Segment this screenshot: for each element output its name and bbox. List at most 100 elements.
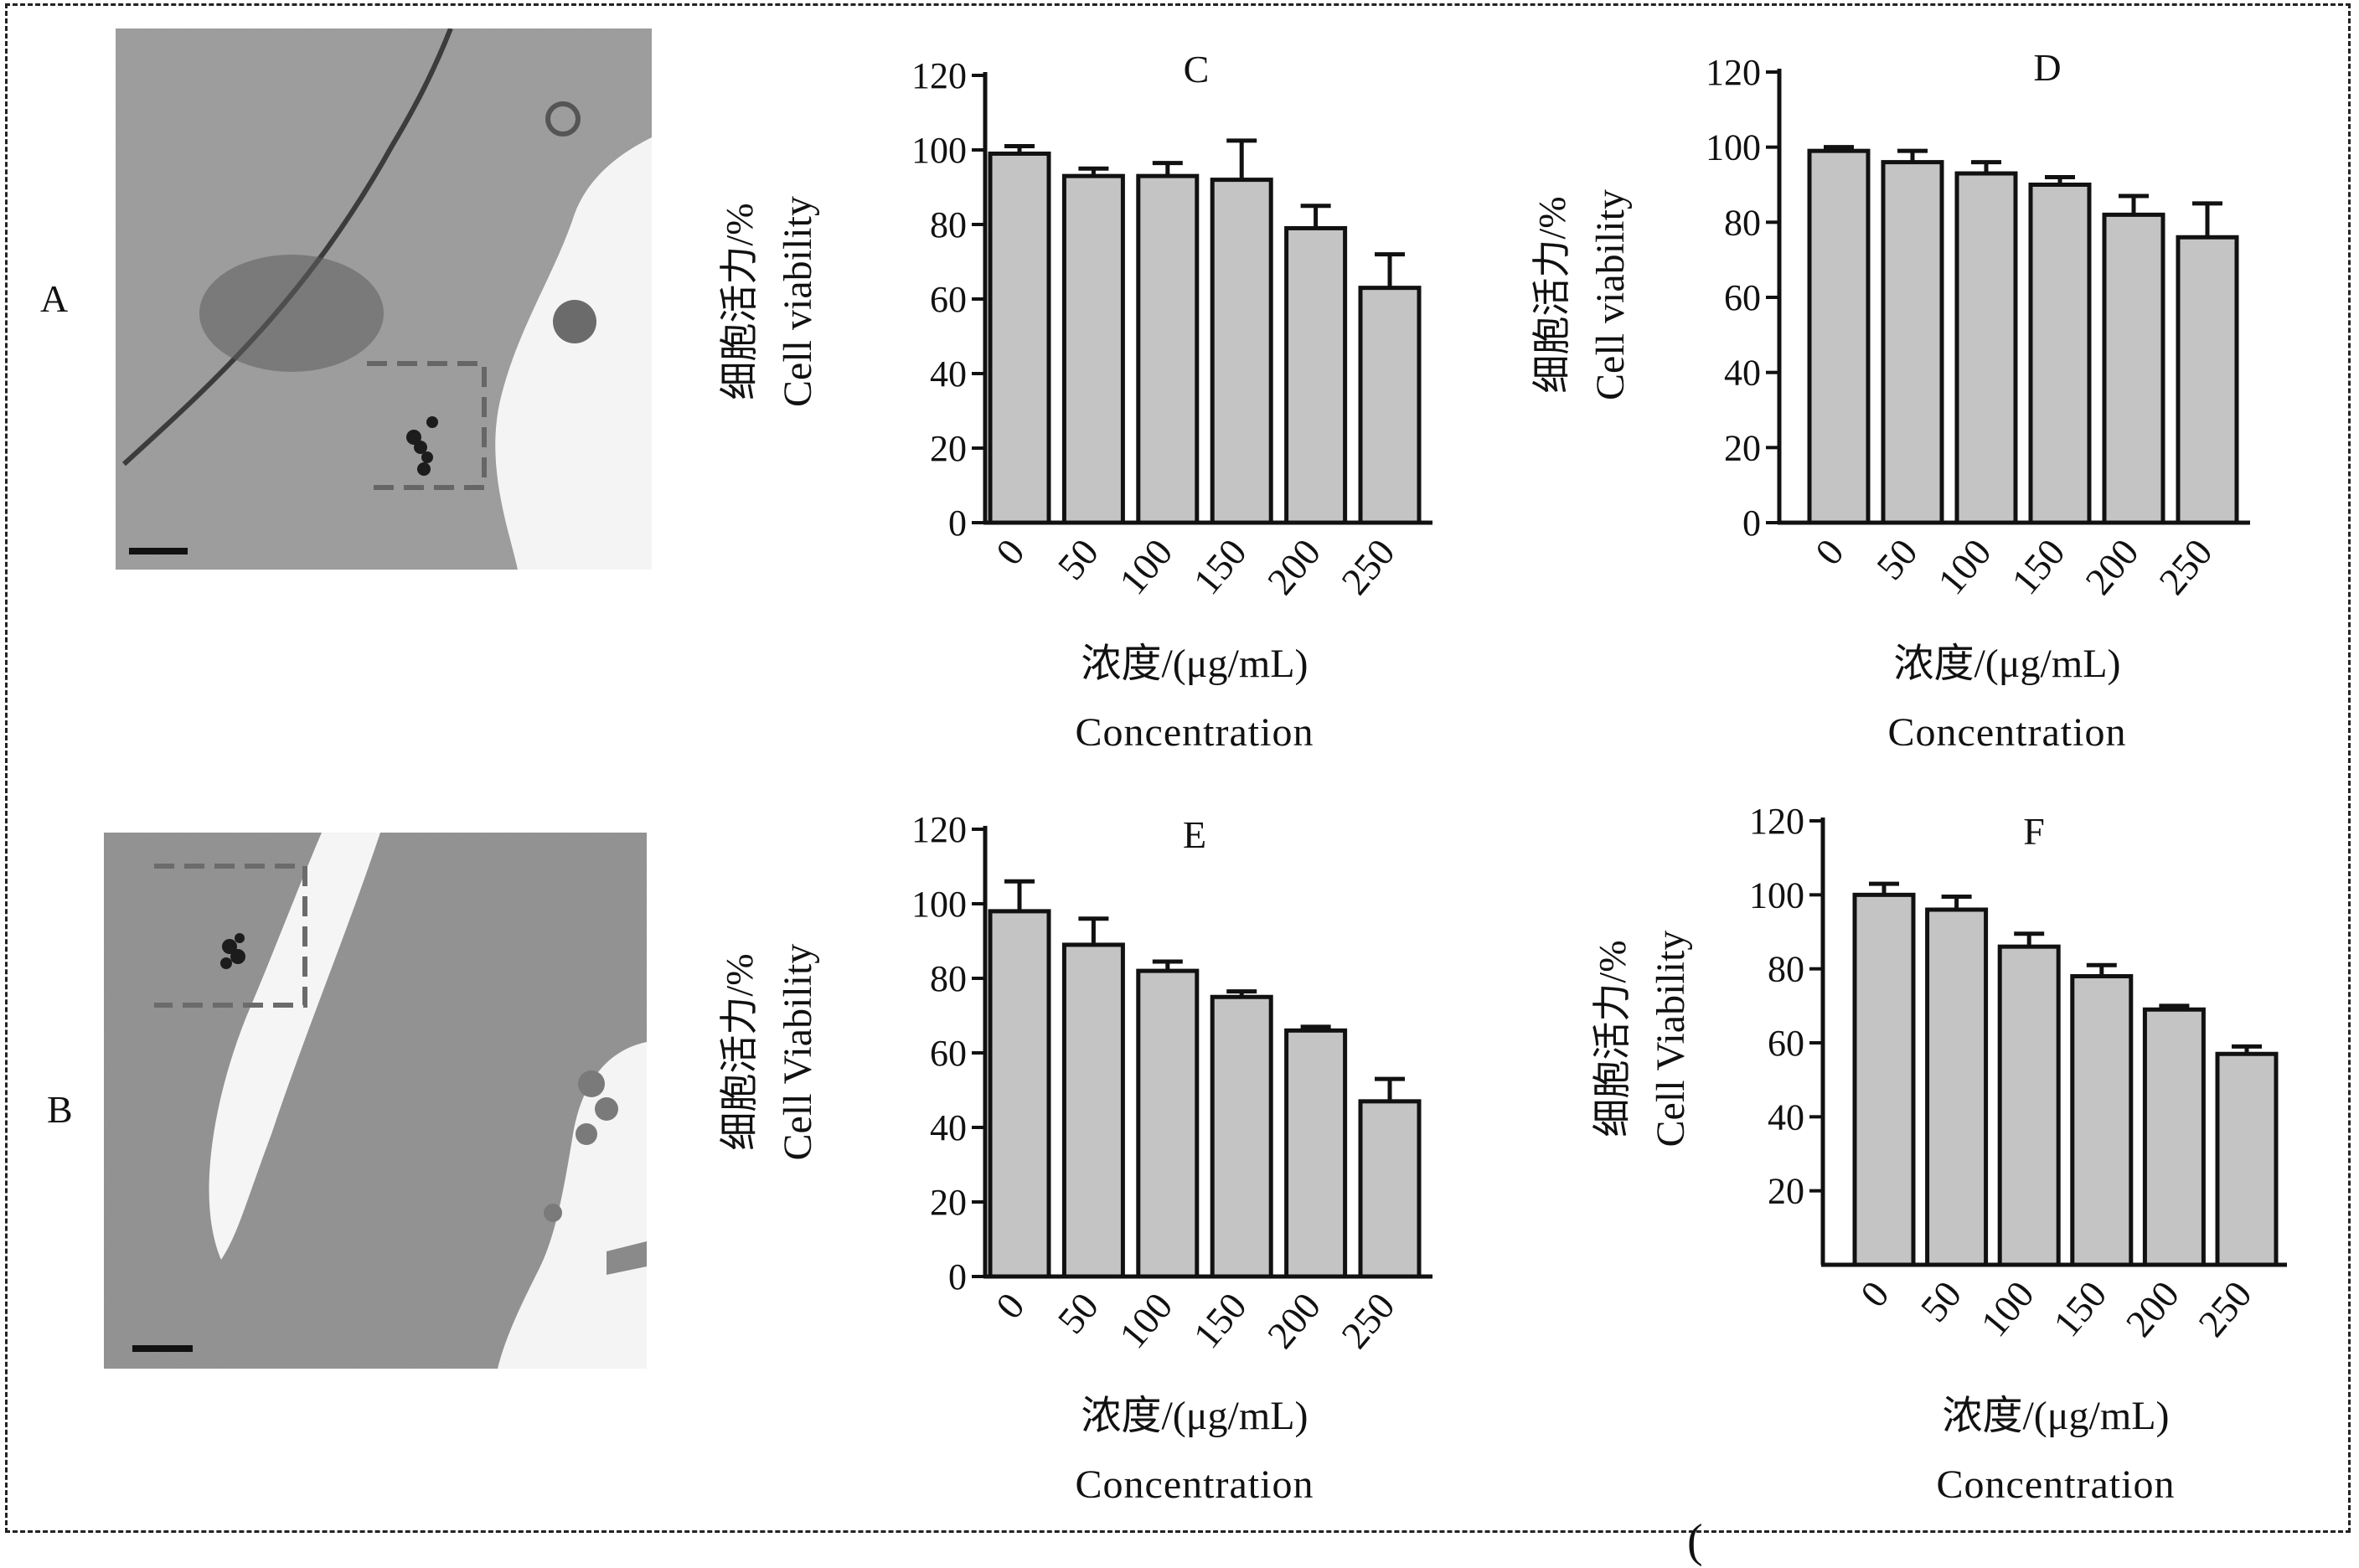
chart-c-xtick-label: 150 [1185,531,1254,603]
chart-c-ytick-label: 60 [930,279,967,320]
chart-c-ytick-label: 0 [948,503,967,544]
chart-c-xtick-label: 50 [1049,531,1107,588]
chart-c-ytick-label: 40 [930,353,967,395]
chart-f-xtick-label: 150 [2045,1273,2114,1345]
chart-e-ytick-label: 0 [948,1256,967,1297]
chart-e-xtick-label: 150 [1185,1285,1254,1357]
chart-d-xtick-label: 100 [1929,531,1999,603]
chart-d-ytick-label: 40 [1724,353,1761,394]
chart-d-ytick-label: 80 [1724,202,1761,243]
chart-f-ytick-label: 80 [1768,949,1804,990]
chart-e-ylabel-en: Cell Viability [776,944,820,1161]
stray-paren: ( [1687,1515,1703,1567]
chart-f-ylabel-en: Cell Viability [1649,931,1693,1148]
chart-d-xtick-label: 250 [2150,531,2220,603]
chart-c-ytick-label: 120 [911,55,967,96]
chart-d-ylabel-en: Cell viability [1588,189,1633,400]
chart-d-xtick-label: 0 [1807,531,1852,573]
chart-e-bar [988,909,1051,1279]
chart-f-ytick-label: 120 [1749,801,1804,842]
chart-f-xtick-label: 100 [1972,1273,2042,1345]
micrograph-b [104,833,647,1369]
chart-c-xtick-label: 200 [1259,531,1329,603]
chart-f-xlabel-en: Concentration [1937,1462,2176,1507]
chart-d-xtick-label: 200 [2077,531,2146,603]
chart-c-bar [1284,225,1348,525]
chart-e-ytick-label: 100 [911,884,967,925]
chart-f-ytick-label: 20 [1768,1171,1804,1212]
chart-c-xlabel-en: Concentration [1076,710,1314,755]
chart-e-bar [1210,994,1273,1279]
chart-d-xtick-label: 150 [2003,531,2073,603]
panel-label-a: A [40,277,69,320]
chart-e-title: E [1183,813,1206,856]
chart-f-bar [2142,1007,2206,1267]
chart-e-ytick-label: 20 [930,1182,967,1223]
chart-c-xtick-label: 250 [1333,531,1402,603]
chart-f-xtick-label: 0 [1852,1273,1897,1315]
chart-e-xlabel-en: Concentration [1076,1462,1314,1507]
chart-e-xtick-label: 100 [1111,1285,1180,1357]
chart-f-bar [1925,907,1989,1267]
chart-f-title: F [2023,810,2045,853]
chart-e-xtick-label: 200 [1259,1285,1329,1357]
chart-e-bar [1358,1099,1422,1279]
chart-d-title: D [2033,46,2061,89]
chart-d-ytick-label: 20 [1724,427,1761,468]
chart-e-xtick-label: 250 [1333,1285,1402,1357]
chart-f-ytick-label: 40 [1768,1096,1804,1137]
chart-d-ytick-label: 0 [1742,503,1761,544]
chart-f-xtick-label: 200 [2118,1273,2187,1345]
chart-e-xlabel-cn: 浓度/(μg/mL) [1081,1394,1308,1438]
chart-d-bar [1954,171,2018,525]
chart-c-xtick-label: 100 [1111,531,1180,603]
chart-d-bar [2102,212,2165,525]
chart-c-bar [1061,173,1125,525]
chart-d-ytick-label: 100 [1706,127,1761,168]
chart-d-bar [1807,148,1871,525]
chart-f-ytick-label: 60 [1768,1023,1804,1064]
chart-d-xlabel-cn: 浓度/(μg/mL) [1893,642,2120,686]
figure-frame [5,3,2351,1533]
chart-d-xtick-label: 50 [1868,531,1926,588]
chart-f-bar [2215,1051,2279,1267]
chart-f-xtick-label: 250 [2190,1273,2259,1345]
chart-d-xlabel-en: Concentration [1888,710,2127,755]
chart-c-ytick-label: 20 [930,428,967,469]
chart-f-bar [2070,974,2134,1267]
chart-f-ytick-label: 100 [1749,874,1804,916]
panel-label-b: B [47,1088,73,1131]
chart-c-ylabel-en: Cell viability [776,196,820,407]
chart-f-ylabel-cn: 细胞活力/% [1591,940,1634,1137]
chart-c-bar [1210,178,1273,525]
chart-f-xtick-label: 50 [1912,1273,1970,1330]
chart-e-ytick-label: 80 [930,958,967,999]
chart-c-ytick-label: 100 [911,130,967,171]
chart-f-xlabel-cn: 浓度/(μg/mL) [1942,1394,2169,1438]
chart-d-ylabel-cn: 细胞活力/% [1531,196,1573,393]
chart-e-bar [1136,968,1200,1279]
chart-d-ytick-label: 60 [1724,277,1761,318]
chart-e-ytick-label: 120 [911,809,967,850]
chart-e-xtick-label: 0 [988,1285,1033,1327]
micrograph-a [116,28,652,570]
chart-e-bar [1061,942,1125,1279]
chart-c-bar [1358,286,1422,525]
chart-c-xtick-label: 0 [988,531,1033,573]
chart-c-xlabel-cn: 浓度/(μg/mL) [1081,642,1308,686]
chart-e-bar [1284,1028,1348,1279]
chart-d-bar [2176,235,2239,525]
chart-f-bar [1852,892,1916,1267]
chart-d-bar [2028,183,2092,525]
chart-e-ytick-label: 40 [930,1107,967,1148]
chart-e-ytick-label: 60 [930,1033,967,1074]
chart-c-ylabel-cn: 细胞活力/% [718,203,761,400]
chart-d-bar [1881,160,1944,525]
chart-f-bar [1997,944,2061,1267]
chart-c-ytick-label: 80 [930,204,967,245]
chart-d-ytick-label: 120 [1706,52,1761,93]
chart-c-bar [1136,173,1200,525]
chart-e-ylabel-cn: 细胞活力/% [718,953,761,1150]
chart-e-xtick-label: 50 [1049,1285,1107,1342]
